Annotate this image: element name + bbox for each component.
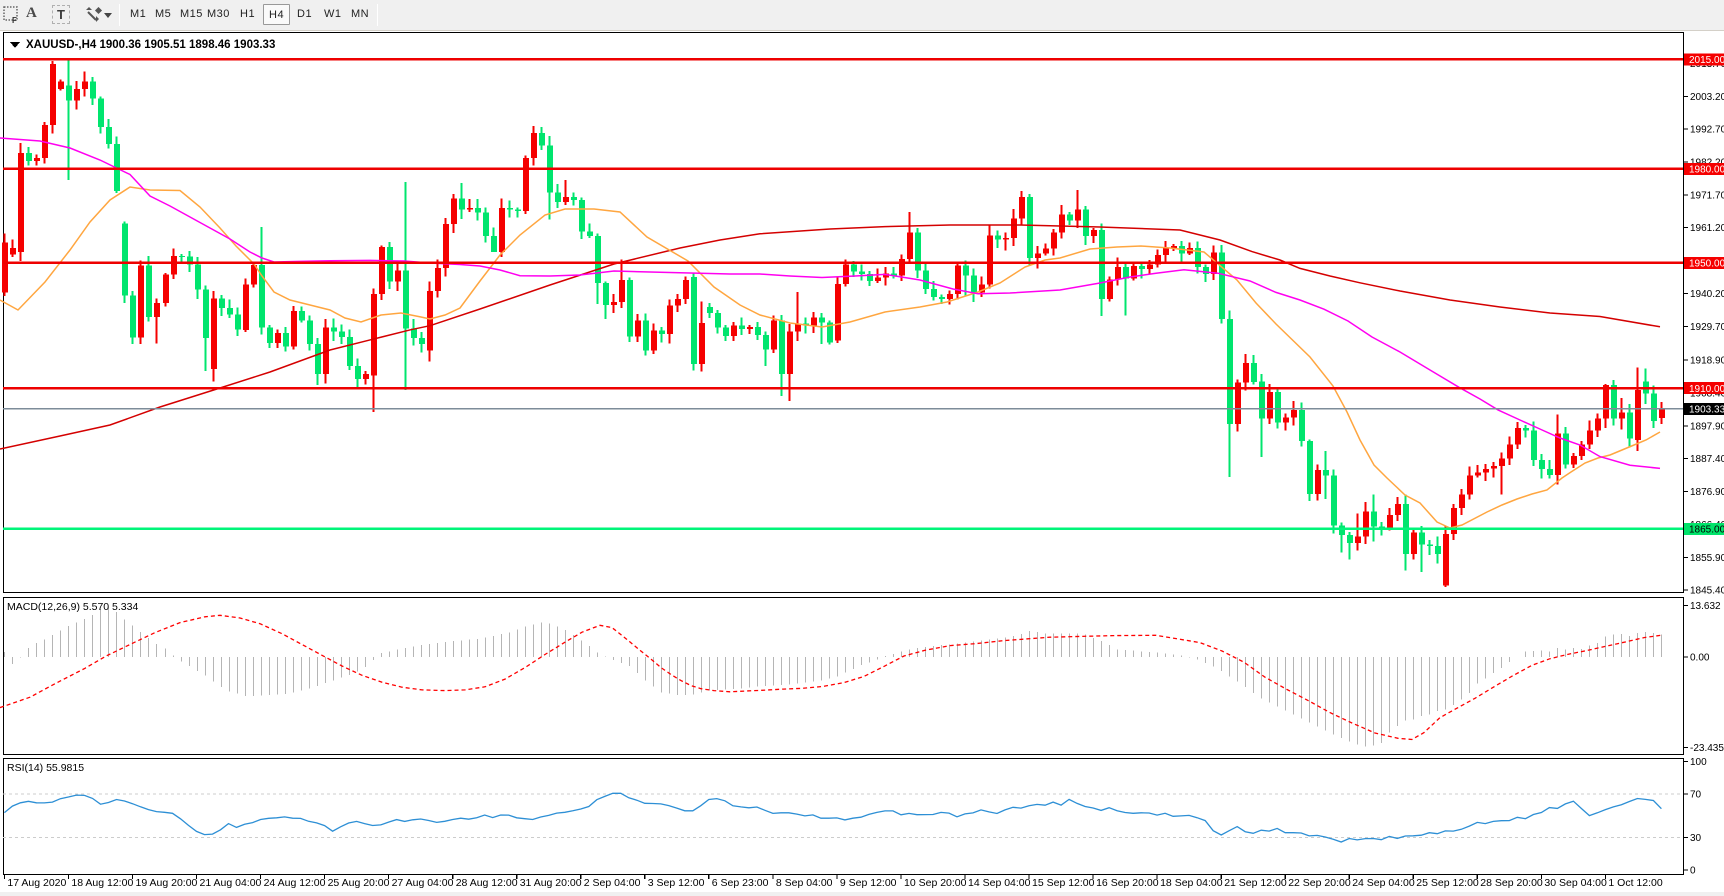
svg-text:13.632: 13.632 xyxy=(1690,601,1721,612)
svg-text:6 Sep 23:00: 6 Sep 23:00 xyxy=(712,877,769,889)
svg-text:18 Sep 04:00: 18 Sep 04:00 xyxy=(1160,877,1223,889)
svg-text:1855.90: 1855.90 xyxy=(1690,553,1724,564)
svg-text:1980.00: 1980.00 xyxy=(1689,165,1724,176)
svg-text:1940.20: 1940.20 xyxy=(1690,289,1724,300)
svg-text:18 Aug 12:00: 18 Aug 12:00 xyxy=(71,877,133,889)
svg-text:19 Aug 20:00: 19 Aug 20:00 xyxy=(136,877,198,889)
svg-text:21 Sep 12:00: 21 Sep 12:00 xyxy=(1224,877,1287,889)
svg-text:1887.40: 1887.40 xyxy=(1690,454,1724,465)
svg-text:1910.00: 1910.00 xyxy=(1689,384,1724,395)
svg-text:10 Sep 20:00: 10 Sep 20:00 xyxy=(904,877,967,889)
svg-text:2015.00: 2015.00 xyxy=(1689,55,1724,66)
svg-text:1992.70: 1992.70 xyxy=(1690,125,1724,136)
svg-text:1876.90: 1876.90 xyxy=(1690,487,1724,498)
svg-text:24 Aug 12:00: 24 Aug 12:00 xyxy=(264,877,326,889)
svg-text:25 Aug 20:00: 25 Aug 20:00 xyxy=(328,877,390,889)
svg-text:28 Sep 20:00: 28 Sep 20:00 xyxy=(1480,877,1543,889)
svg-text:-23.435: -23.435 xyxy=(1690,743,1724,754)
svg-text:30: 30 xyxy=(1690,833,1702,844)
svg-text:28 Aug 12:00: 28 Aug 12:00 xyxy=(456,877,518,889)
svg-text:MACD(12,26,9) 5.570 5.334: MACD(12,26,9) 5.570 5.334 xyxy=(7,601,138,613)
svg-text:2 Sep 04:00: 2 Sep 04:00 xyxy=(584,877,641,889)
svg-text:RSI(14) 55.9815: RSI(14) 55.9815 xyxy=(7,762,84,774)
svg-text:24 Sep 04:00: 24 Sep 04:00 xyxy=(1352,877,1415,889)
svg-text:25 Sep 12:00: 25 Sep 12:00 xyxy=(1416,877,1479,889)
svg-text:100: 100 xyxy=(1690,757,1707,768)
svg-text:1918.90: 1918.90 xyxy=(1690,356,1724,367)
svg-text:31 Aug 20:00: 31 Aug 20:00 xyxy=(520,877,582,889)
svg-text:70: 70 xyxy=(1690,790,1702,801)
svg-text:17 Aug 2020: 17 Aug 2020 xyxy=(7,877,66,889)
svg-text:1903.33: 1903.33 xyxy=(1689,405,1724,416)
svg-text:27 Aug 04:00: 27 Aug 04:00 xyxy=(392,877,454,889)
svg-text:14 Sep 04:00: 14 Sep 04:00 xyxy=(968,877,1031,889)
svg-text:16 Sep 20:00: 16 Sep 20:00 xyxy=(1096,877,1159,889)
svg-text:1845.40: 1845.40 xyxy=(1690,586,1724,597)
svg-text:1 Oct 12:00: 1 Oct 12:00 xyxy=(1608,877,1662,889)
svg-text:1865.00: 1865.00 xyxy=(1689,525,1724,536)
svg-text:2003.20: 2003.20 xyxy=(1690,92,1724,103)
svg-text:1929.70: 1929.70 xyxy=(1690,322,1724,333)
svg-text:30 Sep 04:00: 30 Sep 04:00 xyxy=(1544,877,1607,889)
svg-text:3 Sep 12:00: 3 Sep 12:00 xyxy=(648,877,705,889)
svg-text:F: F xyxy=(12,16,17,24)
svg-text:9 Sep 12:00: 9 Sep 12:00 xyxy=(840,877,897,889)
svg-text:0.00: 0.00 xyxy=(1690,652,1710,663)
svg-text:1950.00: 1950.00 xyxy=(1689,259,1724,270)
svg-text:0: 0 xyxy=(1690,866,1696,877)
svg-text:15 Sep 12:00: 15 Sep 12:00 xyxy=(1032,877,1095,889)
svg-text:21 Aug 04:00: 21 Aug 04:00 xyxy=(200,877,262,889)
svg-text:1897.90: 1897.90 xyxy=(1690,421,1724,432)
svg-text:1961.20: 1961.20 xyxy=(1690,223,1724,234)
svg-text:8 Sep 04:00: 8 Sep 04:00 xyxy=(776,877,833,889)
svg-text:1971.70: 1971.70 xyxy=(1690,190,1724,201)
svg-text:XAUUSD-,H4 1900.36 1905.51 18: XAUUSD-,H4 1900.36 1905.51 1898.46 1903.… xyxy=(26,39,275,51)
svg-text:22 Sep 20:00: 22 Sep 20:00 xyxy=(1288,877,1351,889)
